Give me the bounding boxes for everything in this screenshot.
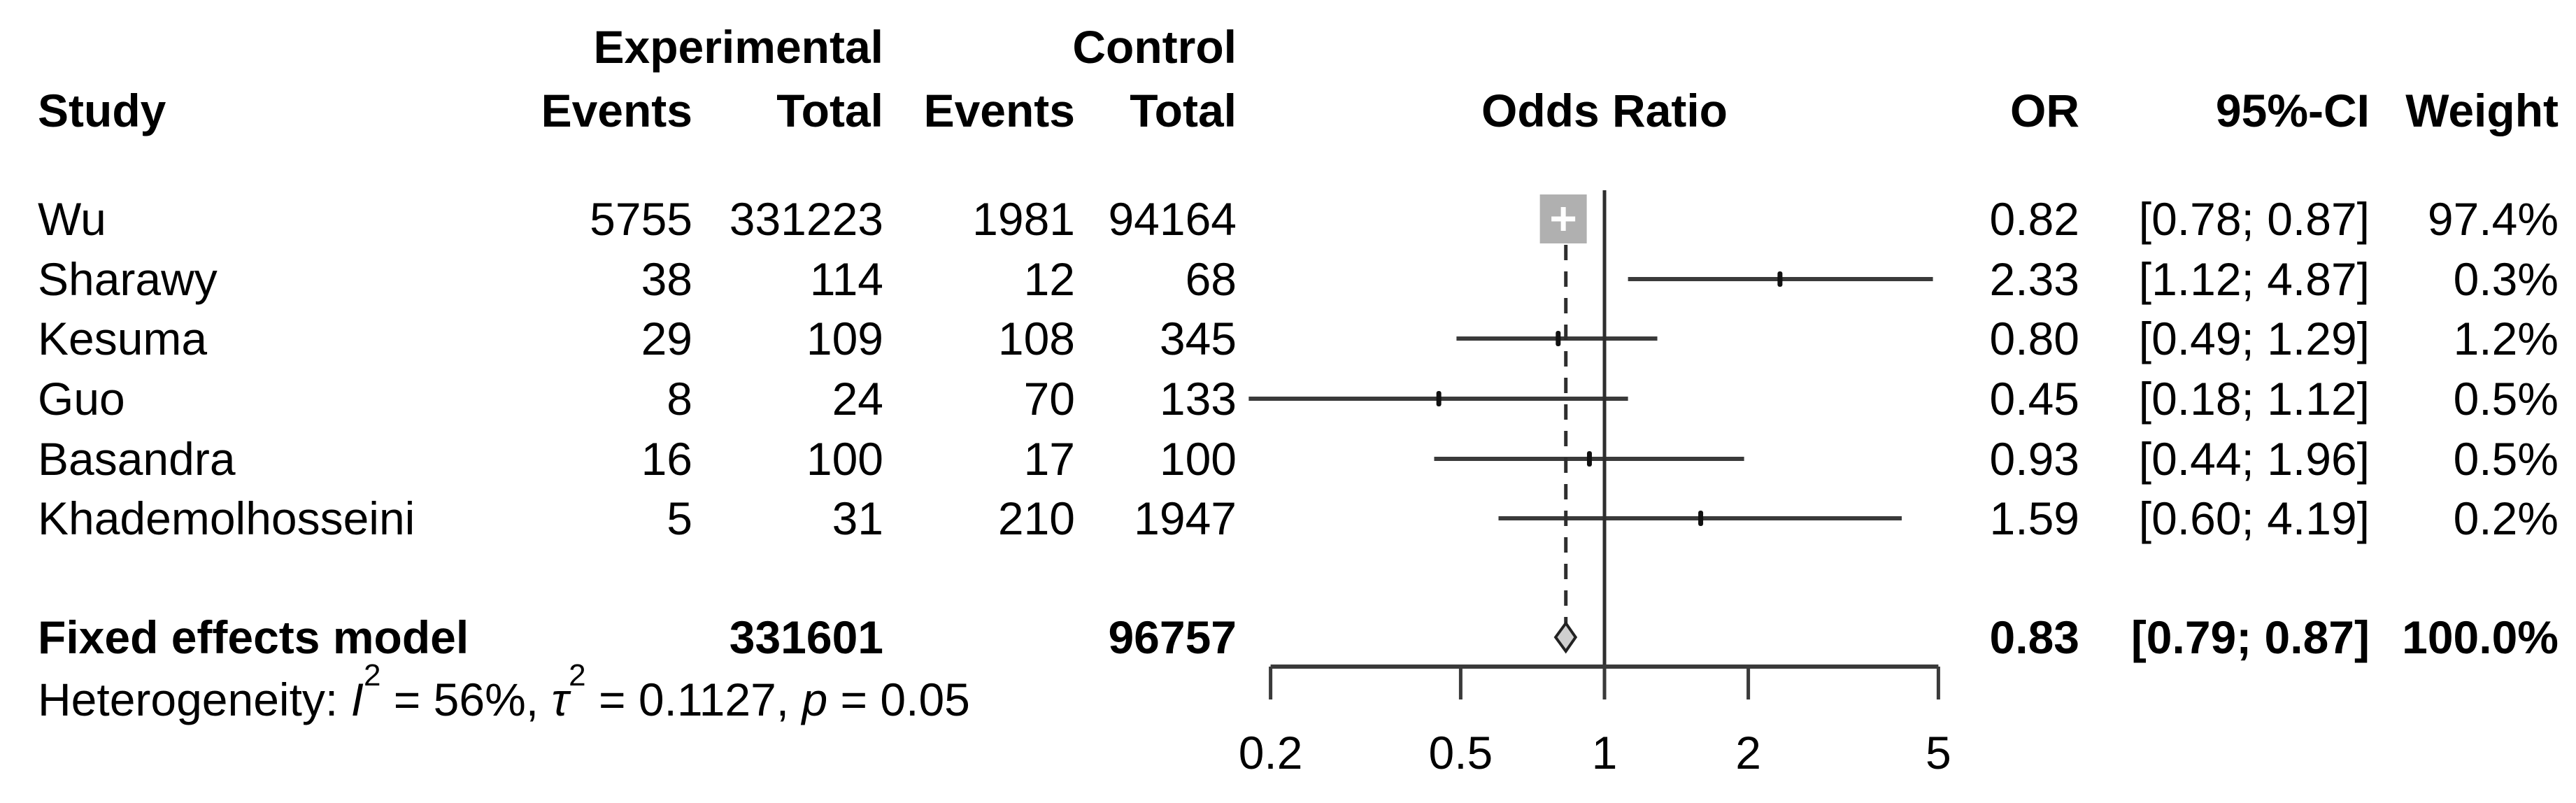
study-name: Sharawy xyxy=(38,253,218,305)
exp-events: 16 xyxy=(641,433,692,485)
exp-total: 100 xyxy=(806,433,883,485)
point-marker-guo xyxy=(1436,391,1442,406)
header-control: Control xyxy=(1072,21,1237,73)
ci-value: [0.44; 1.96] xyxy=(2138,433,2370,485)
weight-value: 0.2% xyxy=(2453,492,2559,544)
axis-tick-label-2: 2 xyxy=(1735,727,1761,779)
study-name: Wu xyxy=(38,193,106,245)
tau-squared-symbol: τ xyxy=(551,674,569,725)
ctrl-events: 70 xyxy=(1023,373,1075,425)
ctrl-events: 12 xyxy=(1023,253,1075,305)
exp-events: 5 xyxy=(667,492,692,544)
point-marker-basandra xyxy=(1586,451,1592,467)
header-ctrl-total: Total xyxy=(1130,85,1237,136)
ctrl-total: 1947 xyxy=(1134,492,1237,544)
header-weight: Weight xyxy=(2405,85,2559,136)
study-name: Khademolhosseini xyxy=(38,492,415,544)
exp-total: 24 xyxy=(832,373,883,425)
header-study: Study xyxy=(38,85,166,136)
tau-squared-value: = 0.1127, xyxy=(585,674,802,725)
header-ci: 95%-CI xyxy=(2215,85,2370,136)
point-marker-khademolhosseini xyxy=(1698,511,1704,526)
or-value: 0.45 xyxy=(1989,373,2079,425)
or-value: 2.33 xyxy=(1989,253,2079,305)
summary-or-value: 0.83 xyxy=(1989,611,2079,663)
ctrl-events: 210 xyxy=(997,492,1075,544)
i-squared-value: = 56%, xyxy=(380,674,552,725)
i-squared-symbol: I xyxy=(350,674,364,725)
tau-squared-exponent: 2 xyxy=(569,658,586,693)
or-value: 0.80 xyxy=(1989,313,2079,364)
point-marker-sharawy xyxy=(1777,271,1783,287)
study-row-khademolhosseini: Khademolhosseini 5 31 210 1947 1.59 [0.6… xyxy=(0,488,2576,548)
axis-tick-label-1: 1 xyxy=(1591,727,1618,779)
ctrl-total: 94164 xyxy=(1108,193,1237,245)
or-value: 1.59 xyxy=(1989,492,2079,544)
or-value: 0.82 xyxy=(1989,193,2079,245)
header-exp-events: Events xyxy=(541,85,692,136)
p-symbol: p xyxy=(802,674,828,725)
header-groups-row: Experimental Control xyxy=(0,17,2576,77)
study-row-wu: Wu 5755 331223 1981 94164 0.82 [0.78; 0.… xyxy=(0,189,2576,249)
exp-total: 331223 xyxy=(729,193,883,245)
ci-value: [1.12; 4.87] xyxy=(2138,253,2370,305)
ctrl-total: 68 xyxy=(1185,253,1237,305)
point-marker-kesuma xyxy=(1556,331,1561,346)
ci-value: [0.78; 0.87] xyxy=(2138,193,2370,245)
header-columns-row: Study Events Total Events Total Odds Rat… xyxy=(0,80,2576,141)
ctrl-total: 100 xyxy=(1159,433,1237,485)
summary-row: Fixed effects model 331601 96757 0.83 [0… xyxy=(0,607,2576,667)
study-row-guo: Guo 8 24 70 133 0.45 [0.18; 1.12] 0.5% xyxy=(0,369,2576,429)
header-exp-total: Total xyxy=(776,85,883,136)
weight-value: 0.5% xyxy=(2453,433,2559,485)
exp-total: 109 xyxy=(806,313,883,364)
summary-ctrl-total: 96757 xyxy=(1108,611,1237,663)
header-odds-ratio: Odds Ratio xyxy=(1481,85,1728,136)
header-ctrl-events: Events xyxy=(923,85,1075,136)
header-experimental: Experimental xyxy=(593,21,884,73)
summary-exp-total: 331601 xyxy=(729,611,883,663)
exp-events: 5755 xyxy=(590,193,692,245)
study-row-sharawy: Sharawy 38 114 12 68 2.33 [1.12; 4.87] 0… xyxy=(0,249,2576,309)
study-row-kesuma: Kesuma 29 109 108 345 0.80 [0.49; 1.29] … xyxy=(0,308,2576,369)
ci-value: [0.49; 1.29] xyxy=(2138,313,2370,364)
summary-label: Fixed effects model xyxy=(38,611,469,663)
weight-value: 97.4% xyxy=(2427,193,2559,245)
study-name: Guo xyxy=(38,373,125,425)
summary-diamond xyxy=(1553,620,1578,654)
ctrl-events: 17 xyxy=(1023,433,1075,485)
study-name: Basandra xyxy=(38,433,236,485)
axis-tick-label-0.5: 0.5 xyxy=(1428,727,1493,779)
summary-ci-value: [0.79; 0.87] xyxy=(2130,611,2370,663)
header-or: OR xyxy=(2010,85,2079,136)
study-name: Kesuma xyxy=(38,313,208,364)
ctrl-events: 1981 xyxy=(972,193,1075,245)
ci-value: [0.60; 4.19] xyxy=(2138,492,2370,544)
exp-events: 8 xyxy=(667,373,692,425)
exp-total: 114 xyxy=(809,253,883,305)
weight-value: 1.2% xyxy=(2453,313,2559,364)
point-cross-v xyxy=(1560,207,1566,231)
exp-total: 31 xyxy=(832,492,883,544)
p-value: = 0.05 xyxy=(827,674,970,725)
ci-value: [0.18; 1.12] xyxy=(2138,373,2370,425)
ctrl-total: 345 xyxy=(1159,313,1237,364)
study-row-basandra: Basandra 16 100 17 100 0.93 [0.44; 1.96]… xyxy=(0,429,2576,489)
weight-value: 0.5% xyxy=(2453,373,2559,425)
weight-value: 0.3% xyxy=(2453,253,2559,305)
exp-events: 38 xyxy=(641,253,692,305)
or-value: 0.93 xyxy=(1989,433,2079,485)
i-squared-exponent: 2 xyxy=(363,658,381,693)
ctrl-events: 108 xyxy=(997,313,1075,364)
heterogeneity-prefix: Heterogeneity: xyxy=(38,674,351,725)
axis-tick-label-0.2: 0.2 xyxy=(1238,727,1303,779)
axis-tick-label-5: 5 xyxy=(1926,727,1951,779)
ctrl-total: 133 xyxy=(1159,373,1237,425)
exp-events: 29 xyxy=(641,313,692,364)
summary-weight-value: 100.0% xyxy=(2402,611,2559,663)
heterogeneity-note: Heterogeneity: I2 = 56%, τ2 = 0.1127, p … xyxy=(38,660,970,730)
